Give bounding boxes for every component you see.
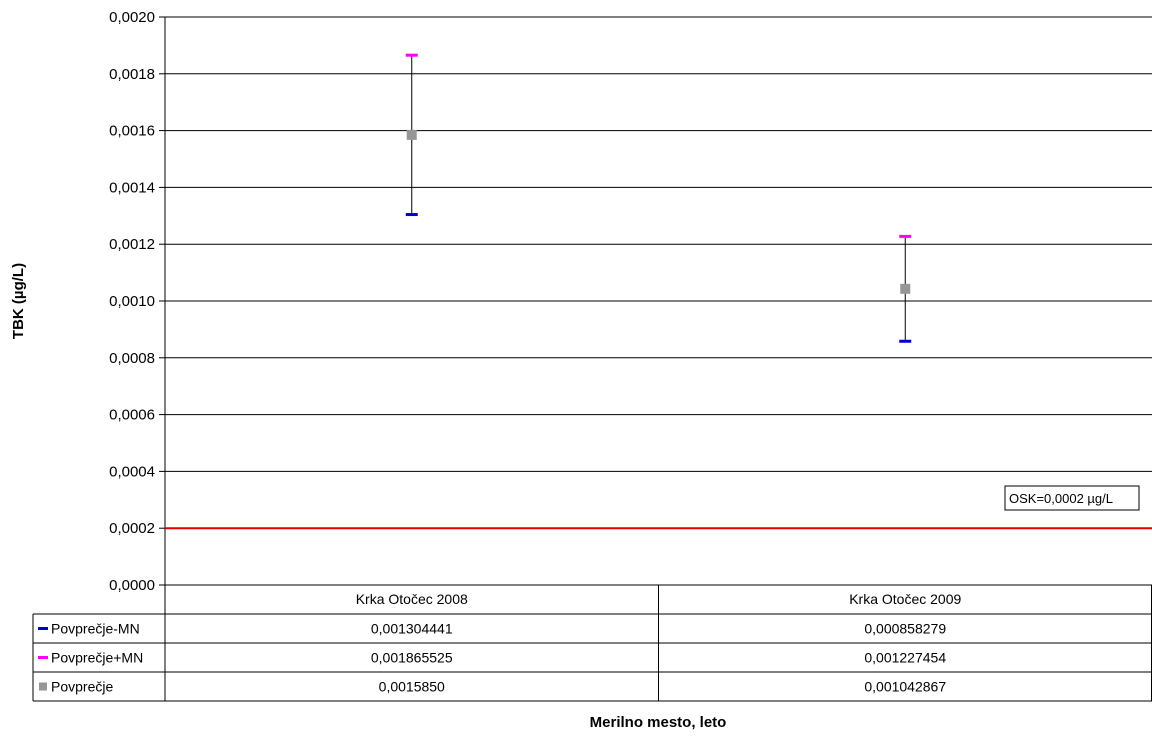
y-tick-label: 0,0018 [109,66,155,83]
y-tick-label: 0,0006 [109,407,155,424]
y-tick-label: 0,0000 [109,577,155,594]
data-label: 0,000858279 [864,621,946,637]
category-label: Krka Otočec 2008 [356,591,468,607]
y-tick-label: 0,0020 [109,9,155,26]
legend-series-label: Povprečje [51,679,113,695]
reference-label: OSK=0,0002 µg/L [1009,491,1113,506]
y-axis-title: TBK (µg/L) [10,263,27,339]
data-label: 0,0015850 [379,679,445,695]
category-label: Krka Otočec 2009 [849,591,961,607]
mean-marker [406,129,417,140]
y-tick-label: 0,0012 [109,236,155,253]
y-tick-label: 0,0004 [109,463,155,480]
data-label: 0,001304441 [371,621,453,637]
legend-key [39,682,47,691]
y-tick-label: 0,0016 [109,123,155,140]
data-label: 0,001042867 [864,679,946,695]
y-tick-label: 0,0014 [109,179,155,196]
data-label: 0,001227454 [864,650,946,666]
y-tick-label: 0,0002 [109,520,155,537]
reference-label-box [1004,485,1140,511]
data-label: 0,001865525 [371,650,453,666]
y-tick-label: 0,0008 [109,350,155,367]
legend-series-label: Povprečje+MN [51,650,143,666]
legend-series-label: Povprečje-MN [51,621,140,637]
mean-marker [900,283,911,294]
x-axis-title: Merilno mesto, leto [590,714,727,731]
y-tick-label: 0,0010 [109,293,155,310]
